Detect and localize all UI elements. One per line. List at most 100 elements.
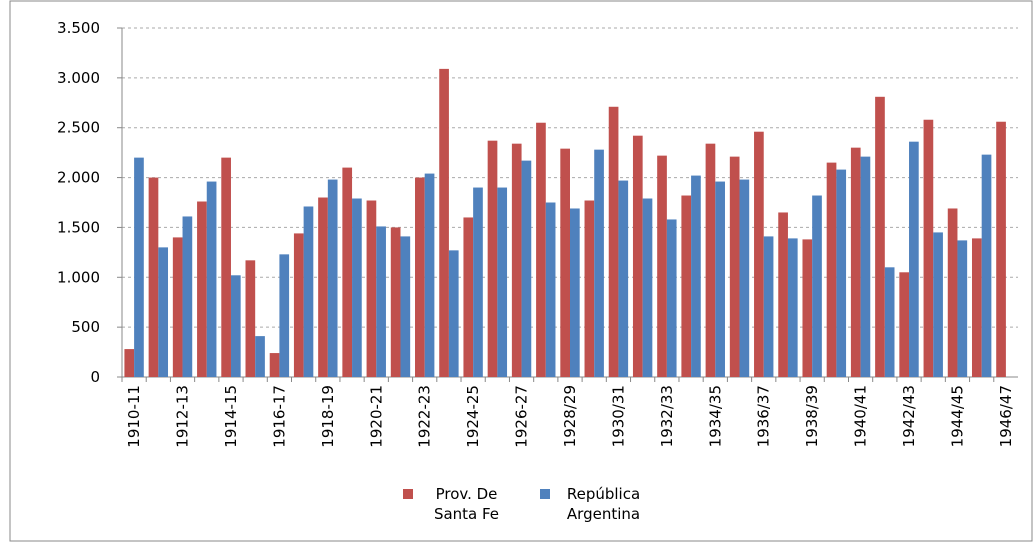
bar <box>424 173 435 377</box>
bar <box>812 195 822 377</box>
y-tick-label: 2.500 <box>57 119 100 137</box>
bar <box>245 260 256 377</box>
legend-label: Prov. De Santa Fe <box>433 485 500 523</box>
y-tick-label: 3.000 <box>57 69 100 87</box>
bar <box>269 353 280 377</box>
bar <box>933 232 943 377</box>
bar <box>778 212 788 377</box>
x-tick-label: 1924-25 <box>464 385 482 448</box>
bar <box>691 175 701 377</box>
x-tick-label: 1936/37 <box>755 385 773 447</box>
x-tick-label: 1932/33 <box>658 385 676 447</box>
bar <box>618 180 629 377</box>
bar <box>448 250 459 377</box>
bar <box>415 177 425 377</box>
bar <box>342 167 353 377</box>
bar <box>884 267 895 377</box>
legend-swatch <box>540 489 550 499</box>
x-tick-label: 1916-17 <box>270 385 288 448</box>
bar <box>875 96 885 377</box>
x-tick-label: 1928/29 <box>561 385 579 447</box>
bar <box>729 156 740 377</box>
bar <box>376 226 386 377</box>
x-tick-label: 1910-11 <box>125 385 143 448</box>
bar <box>947 208 958 377</box>
bar <box>826 162 837 377</box>
bar <box>172 237 183 377</box>
bar <box>594 149 604 377</box>
bar <box>570 208 580 377</box>
bar <box>352 198 362 377</box>
bar <box>981 154 992 377</box>
bar <box>860 156 871 377</box>
y-tick-label: 1.500 <box>57 218 100 236</box>
x-tick-label: 1922-23 <box>416 385 434 448</box>
bar <box>318 197 328 377</box>
bar <box>390 227 401 377</box>
bar <box>473 187 483 377</box>
x-tick-label: 1940/41 <box>852 385 870 447</box>
bar <box>681 195 692 377</box>
bar <box>497 187 508 377</box>
bar <box>560 148 570 377</box>
bar <box>463 217 474 377</box>
bar <box>303 206 314 377</box>
bar <box>439 68 449 377</box>
bar <box>230 275 241 377</box>
x-tick-label: 1938/39 <box>803 385 821 447</box>
bar <box>206 181 217 377</box>
bar <box>124 349 135 377</box>
bar <box>850 147 861 377</box>
bar <box>584 200 595 377</box>
bar <box>608 106 619 377</box>
bar <box>715 181 725 377</box>
y-tick-label: 500 <box>71 318 100 336</box>
bar <box>971 238 982 377</box>
bar <box>787 238 798 377</box>
x-tick-label: 1942/43 <box>900 385 918 447</box>
bar <box>923 119 934 377</box>
bar <box>666 219 677 377</box>
bar <box>957 240 968 377</box>
bar <box>221 157 231 377</box>
bar <box>148 177 159 377</box>
legend-item: Prov. De Santa Fe <box>403 484 514 524</box>
x-tick-label: 1926-27 <box>513 385 531 448</box>
bar <box>657 155 667 377</box>
bar <box>836 169 847 377</box>
bar <box>158 247 169 377</box>
legend-swatch <box>403 489 413 499</box>
bar <box>763 236 774 377</box>
bar <box>545 202 556 377</box>
bar <box>400 236 411 377</box>
bar <box>521 160 532 377</box>
bar <box>255 336 265 377</box>
x-tick-label: 1918-19 <box>319 385 337 448</box>
bar <box>511 143 522 377</box>
bar <box>327 179 338 377</box>
bar <box>197 201 207 377</box>
x-tick-label: 1912-13 <box>174 385 192 448</box>
bar <box>366 200 377 377</box>
x-tick-label: 1930/31 <box>609 385 627 447</box>
bar <box>754 131 764 377</box>
bar <box>536 122 546 377</box>
bar <box>802 239 813 377</box>
bar <box>996 121 1006 377</box>
legend-label: República Argentina <box>566 485 641 523</box>
y-tick-label: 3.500 <box>57 19 100 37</box>
x-tick-label: 1946/47 <box>997 385 1015 447</box>
y-tick-label: 0 <box>90 368 100 386</box>
bar <box>899 272 910 377</box>
bar <box>182 216 193 377</box>
x-tick-label: 1914-15 <box>222 385 240 448</box>
x-tick-label: 1934/35 <box>706 385 724 447</box>
y-tick-label: 1.000 <box>57 268 100 286</box>
y-tick-label: 2.000 <box>57 169 100 187</box>
bar <box>909 141 919 377</box>
legend-item: República Argentina <box>540 484 651 524</box>
bar <box>705 143 716 377</box>
bar <box>739 179 750 377</box>
x-tick-label: 1920-21 <box>367 385 385 448</box>
